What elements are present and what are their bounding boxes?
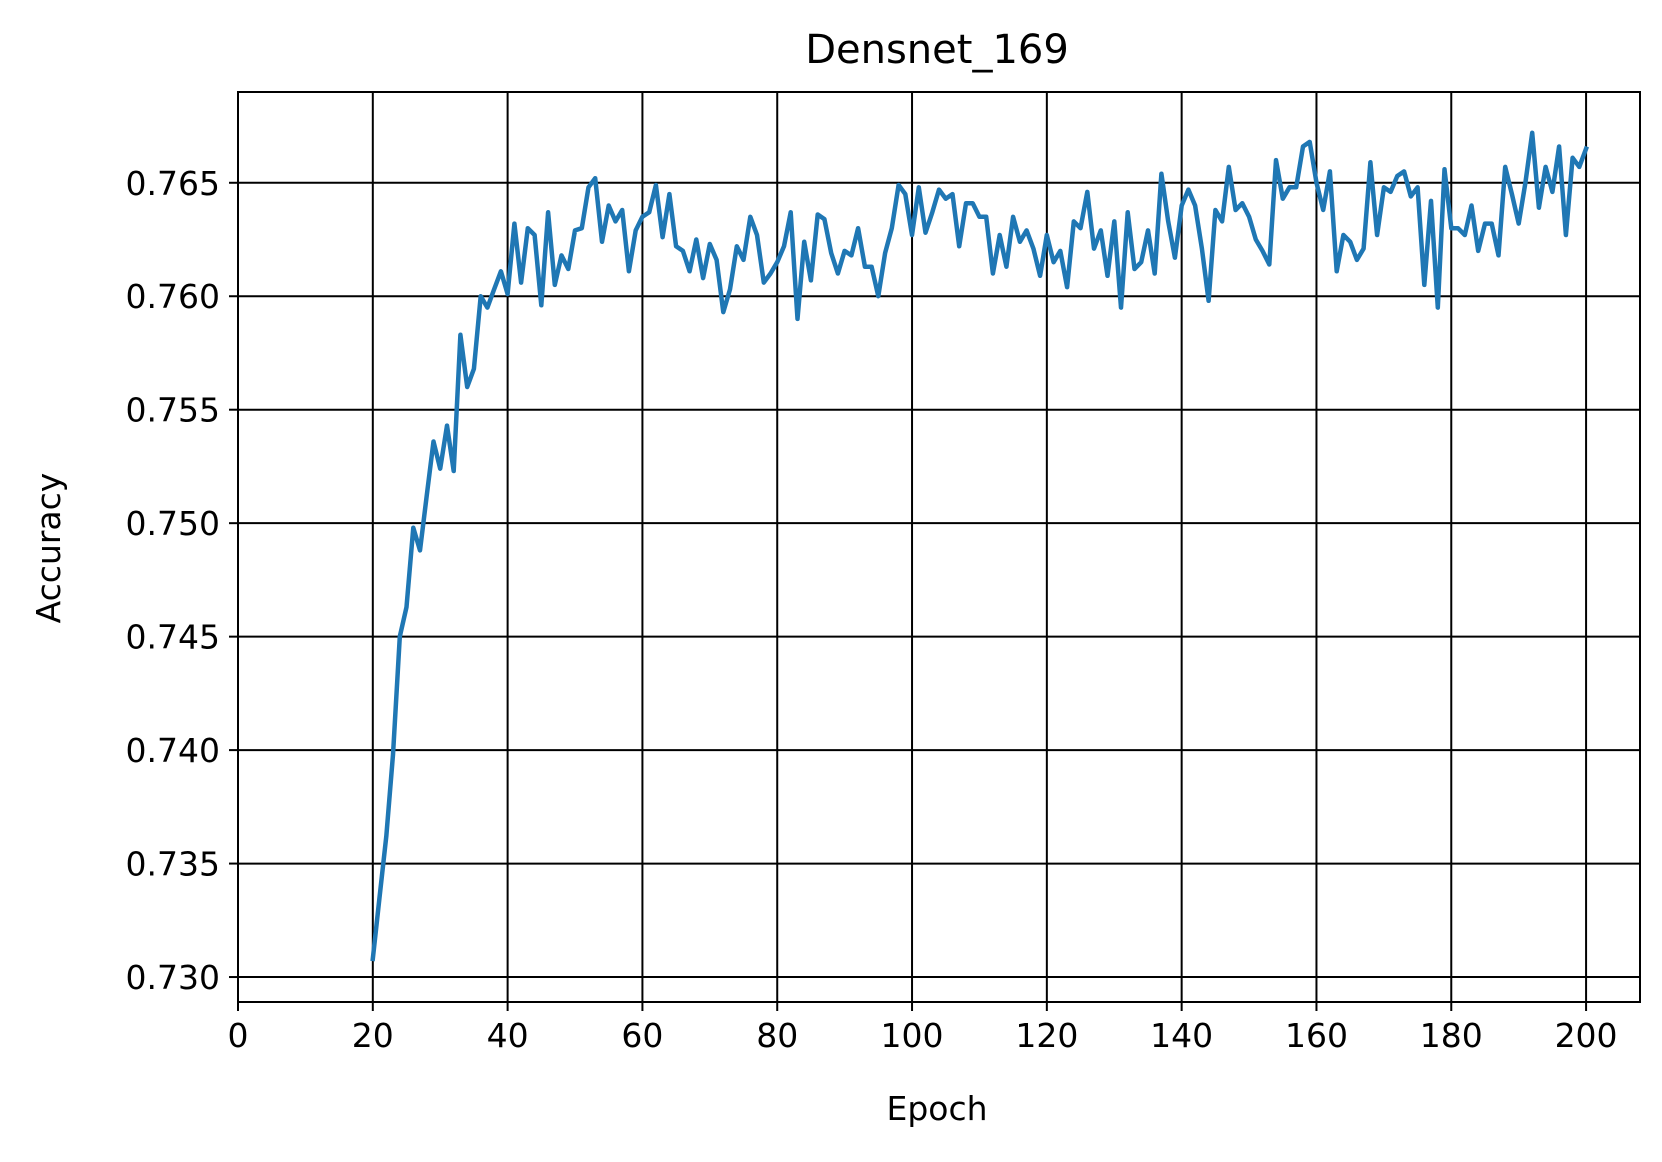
- y-tick-label: 0.755: [126, 391, 220, 430]
- x-tick-label: 180: [1420, 1016, 1483, 1055]
- y-tick-label: 0.740: [126, 731, 220, 770]
- y-tick-label: 0.750: [126, 504, 220, 543]
- plot-frame: [237, 91, 1641, 1003]
- x-tick-label: 40: [487, 1016, 529, 1055]
- x-tick-label: 100: [881, 1016, 944, 1055]
- y-tick-label: 0.765: [126, 164, 220, 203]
- y-tick-label: 0.745: [126, 618, 220, 657]
- y-axis-title: Accuracy: [29, 473, 68, 624]
- y-axis-ticks: 0.730 0.735 0.740 0.745 0.750 0.755 0.760 0.765: [126, 164, 238, 997]
- x-axis-ticks: 0 20 40 60 80 100 120 140 160 180 200: [228, 1002, 1618, 1055]
- x-tick-label: 20: [352, 1016, 394, 1055]
- y-tick-label: 0.735: [126, 845, 220, 884]
- x-axis-title: Epoch: [886, 1089, 987, 1128]
- x-tick-label: 200: [1555, 1016, 1618, 1055]
- series-layer: [370, 130, 1589, 962]
- chart-title: Densnet_169: [805, 27, 1069, 73]
- y-tick-label: 0.760: [126, 277, 220, 316]
- x-tick-label: 160: [1285, 1016, 1348, 1055]
- x-tick-label: 80: [756, 1016, 798, 1055]
- x-tick-label: 120: [1015, 1016, 1078, 1055]
- x-tick-label: 0: [228, 1016, 249, 1055]
- accuracy-series-line: [370, 130, 1589, 962]
- x-tick-label: 140: [1150, 1016, 1213, 1055]
- y-tick-label: 0.730: [126, 958, 220, 997]
- x-tick-label: 60: [621, 1016, 663, 1055]
- grid-lines: [237, 92, 1640, 1002]
